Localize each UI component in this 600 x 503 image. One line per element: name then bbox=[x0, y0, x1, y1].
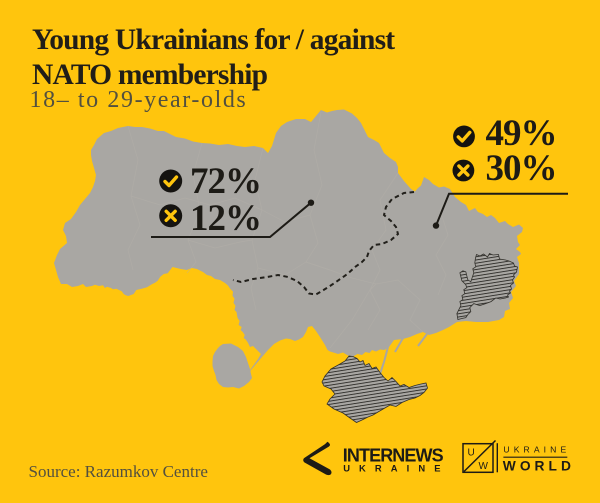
svg-text:UKRAINE: UKRAINE bbox=[343, 462, 445, 473]
svg-text:U: U bbox=[468, 448, 475, 459]
svg-text:WORLD: WORLD bbox=[503, 458, 575, 473]
svg-text:UKRAINE: UKRAINE bbox=[503, 445, 570, 455]
svg-text:INTERNEWS: INTERNEWS bbox=[343, 446, 444, 466]
svg-text:W: W bbox=[479, 461, 489, 472]
